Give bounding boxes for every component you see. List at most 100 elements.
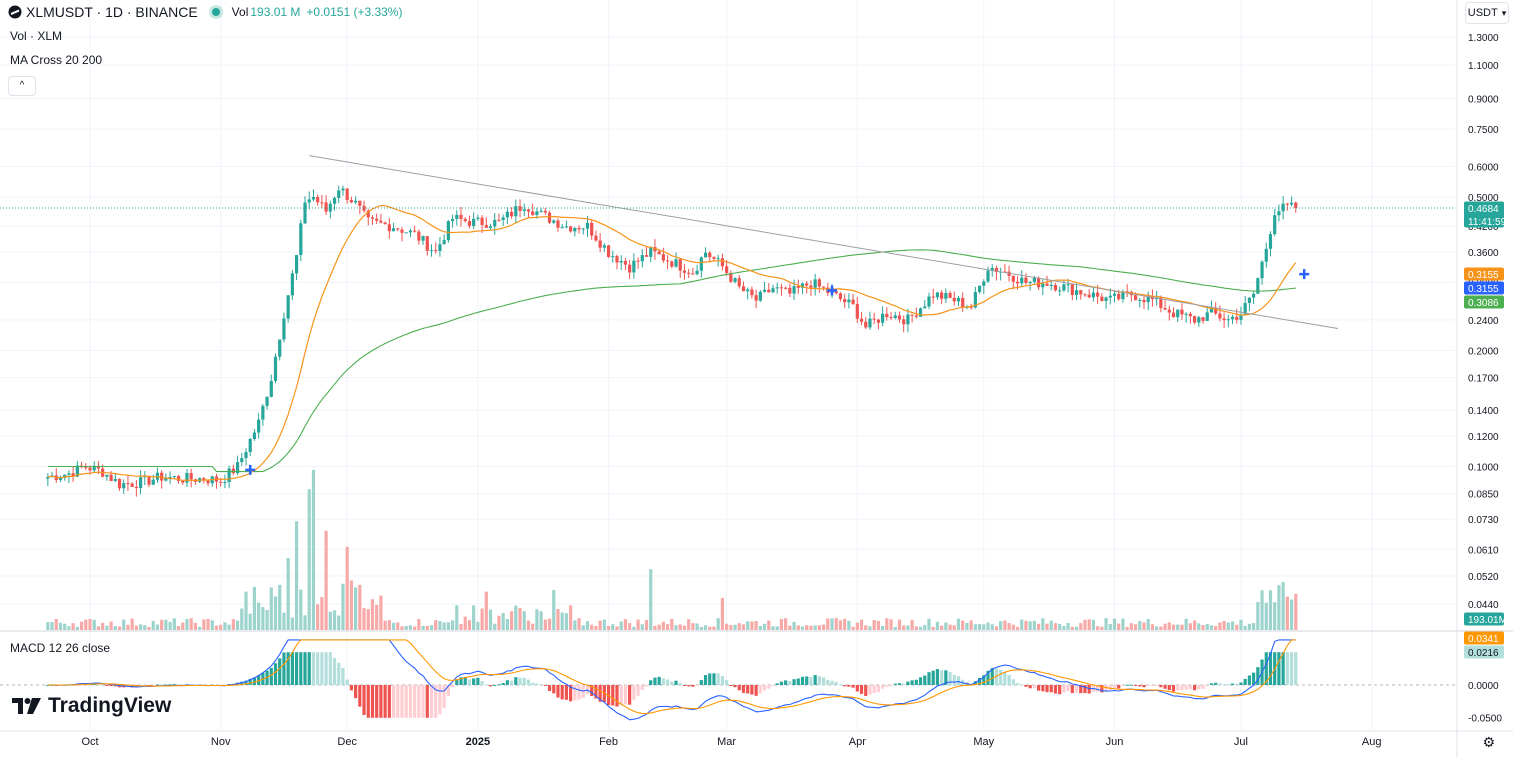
macd-histogram-bar — [619, 685, 623, 706]
macd-histogram-bar — [982, 675, 986, 685]
currency-selector[interactable]: USDT ▾ — [1465, 2, 1509, 24]
macd-histogram-bar — [1167, 685, 1171, 691]
macd-histogram-bar — [720, 676, 724, 685]
macd-histogram-bar — [1155, 685, 1159, 686]
candle-body — [71, 473, 75, 477]
volume-bar — [628, 623, 632, 630]
candle-body — [105, 474, 109, 477]
candle-body — [391, 228, 396, 232]
macd-histogram-bar — [885, 685, 889, 687]
candle-body — [602, 245, 606, 248]
candle-body — [1100, 296, 1104, 301]
candle-body — [682, 270, 687, 273]
volume-bar — [446, 622, 450, 630]
volume-bar — [1117, 623, 1121, 630]
volume-bar — [682, 625, 687, 630]
volume-bar — [779, 619, 784, 630]
macd-histogram-bar — [750, 685, 754, 695]
volume-bar — [1243, 625, 1247, 630]
last-price-badge: 0.4684 — [1468, 204, 1499, 215]
macd-histogram-bar — [1222, 684, 1226, 686]
macd-histogram-bar — [438, 685, 442, 715]
volume-bar — [463, 616, 467, 630]
collapse-legend-button[interactable]: ^ — [8, 76, 36, 96]
macd-histogram-bar — [590, 685, 594, 697]
tradingview-logo[interactable]: TradingView — [12, 694, 171, 718]
macd-histogram-bar — [708, 673, 712, 685]
candle-body — [665, 260, 670, 262]
candle-body — [771, 288, 775, 293]
volume-bar — [1167, 622, 1171, 630]
candle-body — [821, 286, 826, 288]
macd-histogram-bar — [324, 652, 328, 685]
candle-body — [493, 219, 497, 227]
volume-bar — [1045, 623, 1049, 630]
candle-body — [1205, 312, 1209, 321]
candle-body — [299, 223, 303, 256]
volume-bar — [665, 624, 670, 630]
macd-histogram-bar — [113, 685, 117, 687]
candle-body — [1024, 277, 1028, 284]
candle-body — [421, 236, 425, 241]
candle-body — [720, 258, 724, 267]
volume-bar — [198, 626, 202, 630]
volume-bar — [231, 619, 235, 630]
candle-body — [1268, 234, 1273, 249]
candle-body — [628, 264, 632, 273]
candle-body — [657, 251, 661, 255]
volume-bar — [164, 619, 168, 630]
indicator-volume-legend[interactable]: Vol · XLM — [10, 29, 63, 43]
macd-histogram-bar — [758, 685, 762, 694]
indicator-ma-legend[interactable]: MA Cross 20 200 — [10, 53, 103, 67]
macd-histogram-bar — [1041, 685, 1045, 692]
candle-body — [434, 250, 438, 252]
macd-histogram-bar — [1074, 685, 1079, 693]
price-tick-label: 0.4200 — [1468, 222, 1499, 233]
volume-bar — [155, 624, 160, 630]
candle-body — [792, 286, 796, 294]
volume-bar — [307, 489, 311, 630]
volume-bar — [117, 626, 122, 630]
candle-body — [1104, 297, 1108, 301]
candle-body — [876, 319, 880, 323]
volume-bar — [472, 605, 476, 630]
candle-body — [868, 318, 872, 328]
candle-body — [46, 476, 50, 479]
volume-bar — [636, 619, 640, 630]
candle-body — [96, 465, 101, 469]
candle-body — [1222, 318, 1226, 321]
candle-body — [1108, 295, 1112, 298]
macd-histogram-bar — [809, 676, 813, 685]
volume-bar — [1159, 626, 1163, 630]
candle-body — [779, 287, 784, 289]
volume-bar — [1133, 624, 1138, 630]
candle-body — [564, 226, 569, 228]
volume-bar — [518, 607, 522, 630]
volume-bar — [425, 626, 429, 630]
gear-icon[interactable]: ⚙ — [1482, 734, 1495, 750]
candle-body — [286, 295, 290, 319]
volume-bar — [910, 619, 914, 630]
macd-histogram-bar — [493, 684, 497, 686]
macd-histogram-bar — [467, 679, 472, 685]
candle-body — [417, 231, 421, 241]
volume-bar — [931, 626, 935, 630]
macd-histogram-bar — [147, 685, 151, 686]
price-tick-label: 0.1700 — [1468, 374, 1499, 385]
macd-histogram-bar — [1176, 685, 1180, 691]
macd-histogram-bar — [160, 684, 164, 686]
symbol-title[interactable]: XLMUSDT · 1D · BINANCE — [26, 4, 198, 20]
macd-histogram-bar — [282, 652, 286, 685]
candle-body — [1214, 307, 1218, 314]
volume-bar — [965, 622, 969, 630]
candle-body — [345, 188, 349, 200]
macd-histogram-bar — [526, 679, 531, 685]
candle-body — [906, 314, 910, 325]
volume-value: 193.01 M — [250, 5, 301, 19]
macd-legend[interactable]: MACD 12 26 close — [10, 641, 111, 655]
candle-body — [134, 486, 138, 489]
candle-body — [556, 220, 560, 228]
candle-body — [670, 261, 674, 267]
candle-body — [1138, 299, 1142, 301]
